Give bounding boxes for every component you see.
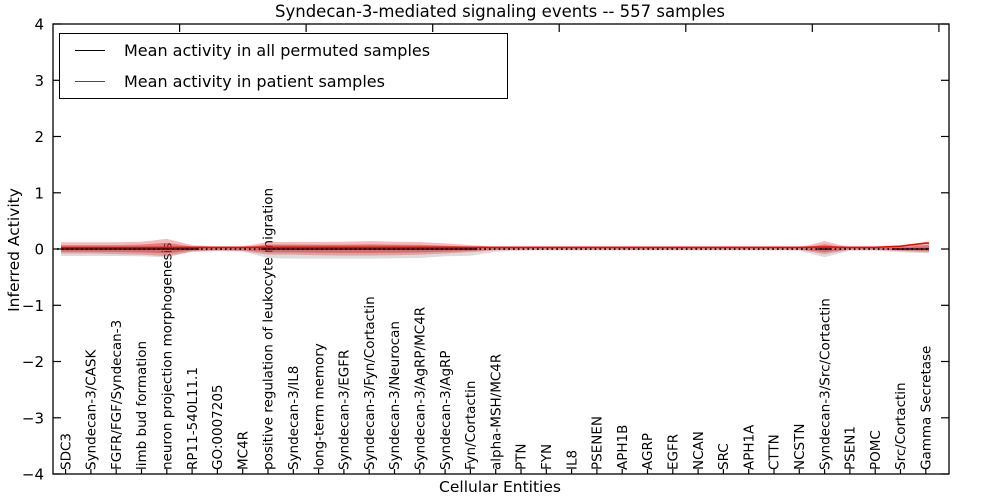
y-tick-label: 2 [34,128,44,146]
x-tick-label: Syndecan-3/AgRP/MC4R [413,307,429,470]
x-tick-label: CTTN [767,434,783,470]
x-tick-label: Fyn/Cortactin [463,381,479,470]
y-tick-label: −4 [22,466,44,484]
x-tick-label: EGFR [666,434,682,470]
x-tick-label: Syndecan-3/EGFR [337,350,353,470]
x-tick-label: POMC [868,430,884,470]
x-tick-label: positive regulation of leukocyte migrati… [261,188,277,470]
y-tick-label: 1 [34,184,44,202]
x-tick-label: AGRP [640,433,656,470]
y-tick-label: 4 [34,16,44,34]
x-tick-label: Src/Cortactin [893,382,909,470]
x-tick-label: PTN [514,444,530,471]
x-tick-label: Syndecan-3/AgRP [438,350,454,470]
x-tick-label: RP11-540L11.1 [185,367,201,470]
x-tick-label: limb bud formation [134,341,150,470]
x-tick-label: FYN [539,444,555,470]
x-tick-label: Gamma Secretase [919,346,935,470]
legend-line-sample-black [75,50,105,52]
y-tick-label: 3 [34,72,44,90]
y-tick-label: 0 [34,241,44,259]
legend-label: Mean activity in all permuted samples [124,41,431,61]
chart-title: Syndecan-3-mediated signaling events -- … [275,2,725,21]
x-tick-label: MC4R [235,431,251,470]
x-tick-label: SRC [716,443,732,470]
x-axis-label: Cellular Entities [439,478,561,496]
x-tick-label: APH1A [741,424,757,470]
x-tick-label: APH1B [615,425,631,470]
x-tick-label: GO:0007205 [210,384,226,470]
x-tick-label: Syndecan-3/IL8 [286,366,302,470]
x-tick-label: FGFR/FGF/Syndecan-3 [109,320,125,470]
y-tick-label: −1 [22,297,44,315]
x-tick-label: SDC3 [58,433,74,470]
x-tick-label: Syndecan-3/Neurocan [387,321,403,470]
legend-line-sample-red [75,80,105,82]
x-tick-label: PSEN1 [843,426,859,470]
x-tick-label: IL8 [564,450,580,470]
x-tick-label: neuron projection morphogenesis [160,243,176,470]
x-tick-label: NCAN [691,431,707,470]
x-tick-label: Syndecan-3/Fyn/Cortactin [362,296,378,470]
legend-box: Mean activity in all permuted samples Me… [59,33,508,99]
y-tick-label: −3 [22,409,44,427]
x-tick-label: alpha-MSH/MC4R [488,354,504,470]
patient-mean-line [61,242,929,249]
x-tick-label: NCSTN [792,424,808,470]
legend-item-permuted: Mean activity in all permuted samples [60,37,507,65]
x-tick-label: Syndecan-3/Src/Cortactin [817,298,833,470]
y-tick-label: −2 [22,353,44,371]
legend-label: Mean activity in patient samples [124,71,385,91]
x-tick-label: Syndecan-3/CASK [84,349,100,470]
x-tick-label: PSENEN [590,416,606,470]
legend-item-patient: Mean activity in patient samples [60,67,507,95]
x-tick-label: long-term memory [311,343,327,470]
